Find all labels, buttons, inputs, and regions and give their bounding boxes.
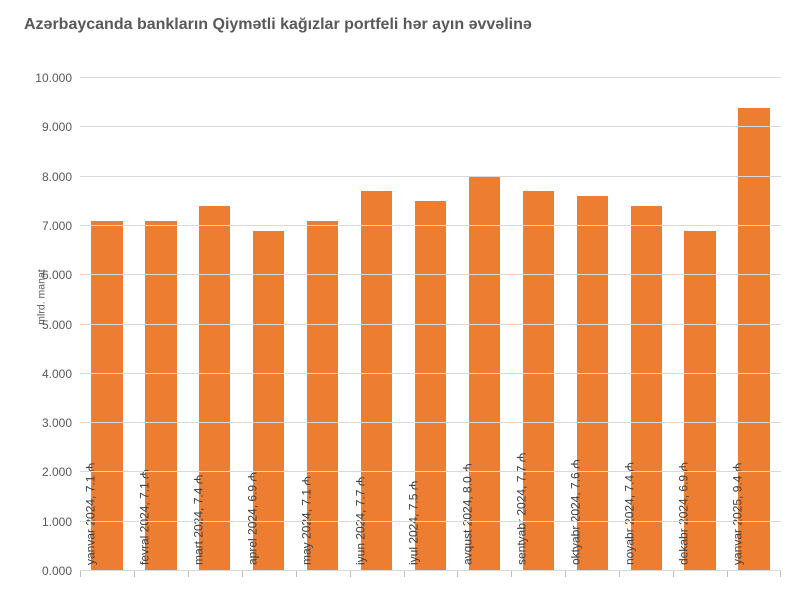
bar-label: aprel 2024, 6.9 ₼ — [243, 472, 260, 565]
bar-label: avqust 2024, 8.0 ₼ — [459, 463, 476, 565]
x-tick-mark — [457, 571, 458, 577]
bar-slot: oktyabr 2024, 7.6 ₼ — [565, 78, 619, 571]
x-tick-mark — [780, 571, 781, 577]
gridline — [80, 471, 781, 472]
bar-slot: noyabr 2024, 7.4 ₼ — [619, 78, 673, 571]
gridline — [80, 126, 781, 127]
bar-slot: iyun 2024, 7.7 ₼ — [350, 78, 404, 571]
bar: oktyabr 2024, 7.6 ₼ — [577, 196, 608, 571]
x-tick-mark — [404, 571, 405, 577]
bar-slot: fevral 2024, 7.1 ₼ — [134, 78, 188, 571]
y-tick-label: 6.000 — [42, 268, 72, 282]
gridline — [80, 422, 781, 423]
y-tick-label: 5.000 — [42, 318, 72, 332]
bar: mart 2024, 7.4 ₼ — [199, 206, 230, 571]
bar: noyabr 2024, 7.4 ₼ — [631, 206, 662, 571]
y-tick-label: 1.000 — [42, 515, 72, 529]
bar-label: sentyabr 2024, 7.7 ₼ — [513, 453, 530, 565]
x-tick-mark — [511, 571, 512, 577]
y-tick-label: 7.000 — [42, 219, 72, 233]
bar-label: yanvar 2024, 7.1 ₼ — [81, 463, 98, 565]
bar-slot: sentyabr 2024, 7.7 ₼ — [511, 78, 565, 571]
gridline — [80, 77, 781, 78]
x-tick-mark — [727, 571, 728, 577]
y-tick-label: 10.000 — [35, 71, 72, 85]
bars-group: yanvar 2024, 7.1 ₼ fevral 2024, 7.1 ₼ mart… — [80, 78, 781, 571]
y-tick-label: 9.000 — [42, 120, 72, 134]
x-tick-mark — [350, 571, 351, 577]
gridline — [80, 521, 781, 522]
y-tick-label: 0.000 — [42, 564, 72, 578]
plot-area: yanvar 2024, 7.1 ₼ fevral 2024, 7.1 ₼ mart… — [80, 78, 781, 571]
bar-slot: yanvar 2025, 9.4 ₼ — [727, 78, 781, 571]
bar: sentyabr 2024, 7.7 ₼ — [523, 191, 554, 571]
x-tick-mark — [619, 571, 620, 577]
bar-slot: dekabr 2024, 6.9 ₼ — [673, 78, 727, 571]
y-tick-label: 3.000 — [42, 416, 72, 430]
gridline — [80, 570, 781, 571]
x-tick-mark — [188, 571, 189, 577]
gridline — [80, 373, 781, 374]
x-tick-mark — [673, 571, 674, 577]
bar-slot: aprel 2024, 6.9 ₼ — [242, 78, 296, 571]
x-tick-mark — [134, 571, 135, 577]
y-tick-label: 2.000 — [42, 465, 72, 479]
bar-label: fevral 2024, 7.1 ₼ — [135, 469, 152, 565]
bar-label: noyabr 2024, 7.4 ₼ — [621, 462, 638, 565]
x-tick-mark — [80, 571, 81, 577]
gridline — [80, 324, 781, 325]
y-tick-label: 4.000 — [42, 367, 72, 381]
bar-slot: avqust 2024, 8.0 ₼ — [457, 78, 511, 571]
bar-slot: iyul 2024, 7.5 ₼ — [404, 78, 458, 571]
bar: yanvar 2025, 9.4 ₼ — [738, 108, 769, 571]
bar: iyul 2024, 7.5 ₼ — [415, 201, 446, 571]
bar-slot: yanvar 2024, 7.1 ₼ — [80, 78, 134, 571]
bar-slot: mart 2024, 7.4 ₼ — [188, 78, 242, 571]
y-tick-label: 8.000 — [42, 170, 72, 184]
bar-label: oktyabr 2024, 7.6 ₼ — [567, 459, 584, 565]
gridline — [80, 274, 781, 275]
x-tick-mark — [242, 571, 243, 577]
gridline — [80, 225, 781, 226]
bar-slot: may 2024, 7.1 ₼ — [296, 78, 350, 571]
x-tick-mark — [565, 571, 566, 577]
x-tick-mark — [296, 571, 297, 577]
bar-label: iyul 2024, 7.5 ₼ — [405, 481, 422, 565]
gridline — [80, 176, 781, 177]
bar: iyun 2024, 7.7 ₼ — [361, 191, 392, 571]
bar-label: yanvar 2025, 9.4 ₼ — [729, 463, 746, 565]
chart-container: Azərbaycanda bankların Qiymətli kağızlar… — [0, 0, 799, 593]
chart-title: Azərbaycanda bankların Qiymətli kağızlar… — [24, 16, 532, 34]
bar-label: dekabr 2024, 6.9 ₼ — [675, 462, 692, 565]
